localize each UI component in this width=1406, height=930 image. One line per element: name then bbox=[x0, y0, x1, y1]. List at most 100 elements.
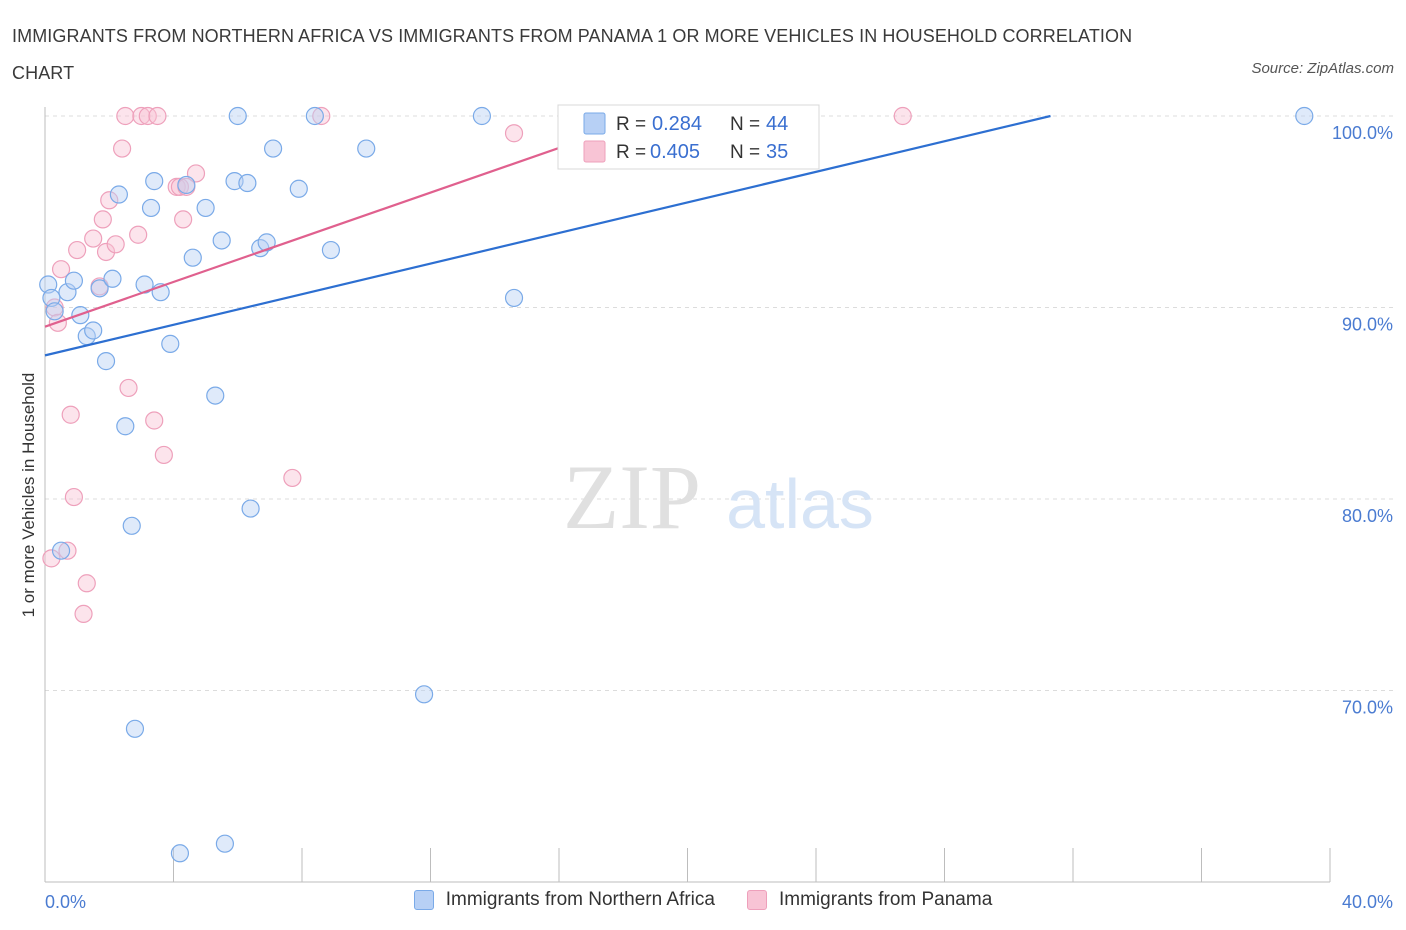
data-point bbox=[58, 541, 77, 560]
data-point bbox=[263, 139, 283, 158]
data-point bbox=[45, 298, 64, 317]
data-point bbox=[170, 844, 190, 863]
legend: R = 0.284 N = 44 R = 0.405 N = 35 bbox=[557, 104, 820, 170]
data-point bbox=[145, 411, 164, 430]
data-point bbox=[1295, 106, 1314, 126]
data-point bbox=[161, 334, 180, 353]
x-tick-label-max: 40.0% bbox=[1342, 892, 1393, 912]
data-point bbox=[504, 288, 524, 308]
data-point bbox=[212, 231, 231, 250]
legend-r-label: R = bbox=[616, 114, 646, 135]
bottom-legend-item-panama: Immigrants from Panama bbox=[746, 889, 993, 911]
data-point bbox=[141, 198, 161, 218]
legend-swatch-panama bbox=[583, 140, 606, 163]
legend-swatch-northern-africa bbox=[583, 112, 606, 135]
series-panama bbox=[42, 106, 912, 624]
data-point bbox=[68, 240, 87, 260]
data-point bbox=[170, 177, 190, 196]
data-point bbox=[122, 516, 141, 535]
legend-n-value-northern-africa: 44 bbox=[766, 113, 788, 135]
data-point bbox=[129, 225, 148, 244]
data-point bbox=[125, 719, 145, 738]
y-tick-label: 80.0% bbox=[1342, 506, 1393, 526]
data-point bbox=[64, 487, 84, 507]
data-point bbox=[138, 106, 157, 126]
data-point bbox=[106, 235, 125, 254]
bottom-legend-item-northern-africa: Immigrants from Northern Africa bbox=[413, 889, 715, 911]
data-point bbox=[283, 468, 302, 488]
legend-n-label: N = bbox=[730, 142, 760, 163]
data-point bbox=[84, 321, 103, 340]
data-point bbox=[312, 106, 331, 126]
data-point bbox=[58, 283, 77, 302]
data-point bbox=[228, 106, 247, 126]
source-label: Source: ZipAtlas.com bbox=[1251, 60, 1394, 77]
chart-title: IMMIGRANTS FROM NORTHERN AFRICA VS IMMIG… bbox=[12, 26, 1133, 83]
data-point bbox=[305, 106, 324, 126]
data-point bbox=[103, 269, 122, 288]
data-point bbox=[51, 260, 71, 279]
data-point bbox=[504, 124, 524, 143]
data-point bbox=[414, 685, 434, 704]
data-point bbox=[241, 499, 260, 518]
bottom-legend-label-northern-africa: Immigrants from Northern Africa bbox=[445, 889, 715, 910]
data-point bbox=[77, 574, 96, 593]
data-point bbox=[289, 179, 308, 198]
data-point bbox=[145, 172, 164, 191]
watermark: ZIP atlas bbox=[563, 446, 874, 548]
data-point bbox=[109, 185, 128, 204]
legend-r-label: R = bbox=[616, 142, 646, 163]
bottom-legend-label-panama: Immigrants from Panama bbox=[778, 889, 993, 910]
data-point bbox=[100, 191, 119, 210]
grid-lines bbox=[45, 115, 1393, 691]
data-point bbox=[132, 106, 151, 126]
data-point bbox=[472, 106, 491, 126]
data-point bbox=[177, 175, 196, 195]
data-point bbox=[893, 106, 912, 126]
axes bbox=[44, 107, 1331, 883]
data-point bbox=[238, 173, 257, 193]
data-point bbox=[196, 198, 215, 218]
data-point bbox=[45, 302, 64, 321]
trend-line-northern-africa bbox=[44, 114, 1051, 357]
watermark-zip: ZIP bbox=[563, 446, 701, 548]
series-northern-africa bbox=[39, 106, 1314, 863]
data-point bbox=[174, 210, 193, 229]
y-tick-label: 90.0% bbox=[1342, 315, 1393, 335]
data-point bbox=[148, 106, 167, 126]
legend-n-value-panama: 35 bbox=[766, 141, 788, 163]
data-point bbox=[51, 541, 71, 560]
data-point bbox=[61, 405, 80, 424]
data-point bbox=[42, 549, 61, 568]
data-point bbox=[183, 248, 202, 267]
data-point bbox=[206, 386, 225, 405]
data-point bbox=[116, 106, 135, 126]
data-point bbox=[357, 139, 376, 158]
y-tick-label: 100.0% bbox=[1332, 123, 1393, 143]
data-point bbox=[215, 834, 234, 853]
bottom-legend-swatch-northern-africa bbox=[413, 890, 434, 910]
data-point bbox=[154, 445, 173, 465]
data-point bbox=[96, 242, 116, 262]
legend-r-value-northern-africa: 0.284 bbox=[652, 113, 702, 135]
data-point bbox=[93, 210, 112, 229]
data-point bbox=[119, 378, 138, 398]
data-point bbox=[74, 604, 93, 624]
data-point bbox=[96, 352, 116, 371]
data-point bbox=[84, 229, 103, 248]
x-tick-label-min: 0.0% bbox=[45, 892, 86, 912]
data-point bbox=[90, 279, 109, 298]
legend-r-value-panama: 0.405 bbox=[650, 141, 700, 163]
data-point bbox=[112, 139, 132, 158]
bottom-legend: Immigrants from Northern Africa Immigran… bbox=[0, 889, 1406, 911]
data-point bbox=[42, 288, 61, 308]
data-point bbox=[64, 271, 84, 290]
bottom-legend-swatch-panama bbox=[746, 890, 767, 910]
watermark-atlas: atlas bbox=[726, 465, 874, 543]
data-point bbox=[257, 233, 276, 252]
trend-line-panama bbox=[44, 124, 624, 328]
data-point bbox=[39, 275, 58, 294]
legend-n-label: N = bbox=[730, 114, 760, 135]
data-point bbox=[321, 240, 341, 260]
